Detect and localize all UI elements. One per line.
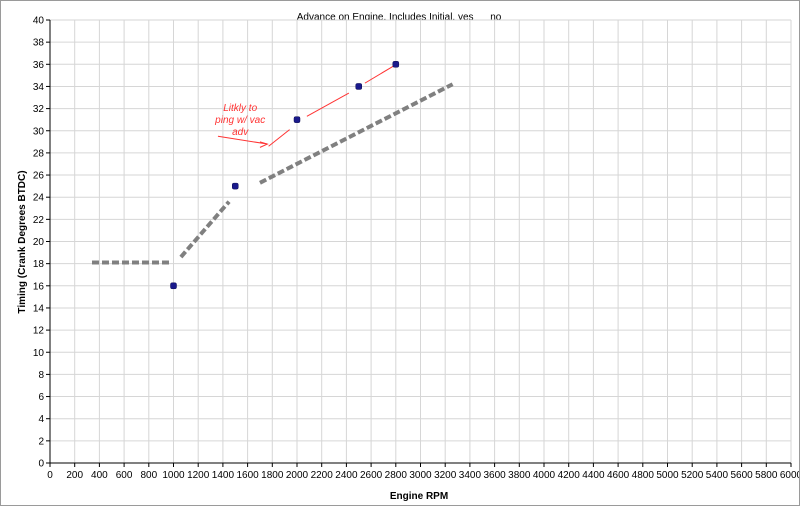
y-tick-label: 16 <box>33 281 45 292</box>
x-tick-label: 1400 <box>212 470 235 481</box>
x-tick-label: 4000 <box>533 470 556 481</box>
y-tick-label: 6 <box>38 392 44 403</box>
y-tick-label: 2 <box>38 436 44 447</box>
x-tick-label: 1200 <box>187 470 210 481</box>
data-point <box>392 61 400 68</box>
y-tick-label: 4 <box>38 414 44 425</box>
y-tick-label: 18 <box>33 259 45 270</box>
x-tick-label: 4200 <box>558 470 581 481</box>
x-tick-label: 2800 <box>385 470 408 481</box>
x-tick-label: 1000 <box>162 470 185 481</box>
chart-title: Advance on Engine. Includes Initial, yes… <box>297 12 516 23</box>
annotation-line: ping w/ vac <box>214 115 265 126</box>
y-tick-label: 36 <box>33 60 45 71</box>
x-tick-label: 5400 <box>706 470 729 481</box>
x-tick-label: 2400 <box>335 470 358 481</box>
dashed-curve-segment <box>179 200 231 259</box>
y-tick-label: 34 <box>33 82 45 93</box>
x-tick-label: 0 <box>47 470 53 481</box>
data-point <box>355 83 362 90</box>
x-tick-label: 4800 <box>632 470 655 481</box>
x-tick-label: 3800 <box>508 470 531 481</box>
y-tick-label: 32 <box>33 104 45 115</box>
y-tick-label: 40 <box>33 16 45 27</box>
y-tick-label: 26 <box>33 171 45 182</box>
annotation-stroke <box>217 135 268 145</box>
x-tick-label: 400 <box>91 470 108 481</box>
data-point <box>170 282 177 290</box>
grid <box>49 19 792 464</box>
x-tick-label: 5600 <box>730 470 753 481</box>
y-tick-label: 24 <box>33 193 45 204</box>
y-tick-label: 12 <box>33 326 45 337</box>
x-axis-title: Engine RPM <box>390 491 448 502</box>
x-tick-label: 4400 <box>582 470 605 481</box>
x-tick-label: 3200 <box>434 470 457 481</box>
x-tick-label: 3400 <box>459 470 482 481</box>
y-tick-label: 22 <box>33 215 45 226</box>
annotation-stroke <box>364 64 395 84</box>
annotation-stroke <box>306 92 350 117</box>
y-tick-label: 28 <box>33 148 45 159</box>
annotation-stroke <box>268 129 290 147</box>
y-tick-label: 30 <box>33 126 45 137</box>
y-tick-label: 8 <box>38 370 44 381</box>
annotation-text: Litkly to ping w/ vac adv <box>214 103 265 138</box>
x-tick-label: 3000 <box>409 470 432 481</box>
data-point <box>232 182 239 190</box>
x-tick-label: 1600 <box>236 470 259 481</box>
y-tick-label: 14 <box>33 303 45 314</box>
annotation-stroke <box>259 141 269 148</box>
x-tick-label: 200 <box>66 470 83 481</box>
x-tick-label: 5800 <box>755 470 778 481</box>
x-tick-label: 3600 <box>483 470 506 481</box>
x-tick-label: 1800 <box>261 470 284 481</box>
dashed-curve <box>91 82 454 265</box>
annotation-line: Litkly to <box>223 103 257 114</box>
annotation-strokes <box>217 64 395 148</box>
x-tick-label: 5000 <box>656 470 679 481</box>
x-tick-label: 800 <box>140 470 157 481</box>
x-tick-label: 2000 <box>286 470 309 481</box>
data-points <box>170 61 400 290</box>
y-tick-label: 10 <box>33 348 45 359</box>
x-tick-labels: 0 200 400 600 800 1000 1200 1400 1600 1800 2000 220… <box>47 463 800 481</box>
y-tick-label: 38 <box>33 38 45 49</box>
y-axis-title: Timing (Crank Degrees BTDC) <box>17 170 28 313</box>
y-tick-label: 20 <box>33 237 45 248</box>
x-tick-label: 4600 <box>607 470 630 481</box>
x-tick-label: 5200 <box>681 470 704 481</box>
x-tick-label: 2200 <box>311 470 334 481</box>
dashed-curve-segment <box>259 82 454 185</box>
x-tick-label: 2600 <box>360 470 383 481</box>
annotation-line: adv <box>232 127 249 138</box>
data-point <box>293 116 301 123</box>
y-tick-label: 0 <box>38 459 44 470</box>
x-tick-label: 600 <box>116 470 133 481</box>
